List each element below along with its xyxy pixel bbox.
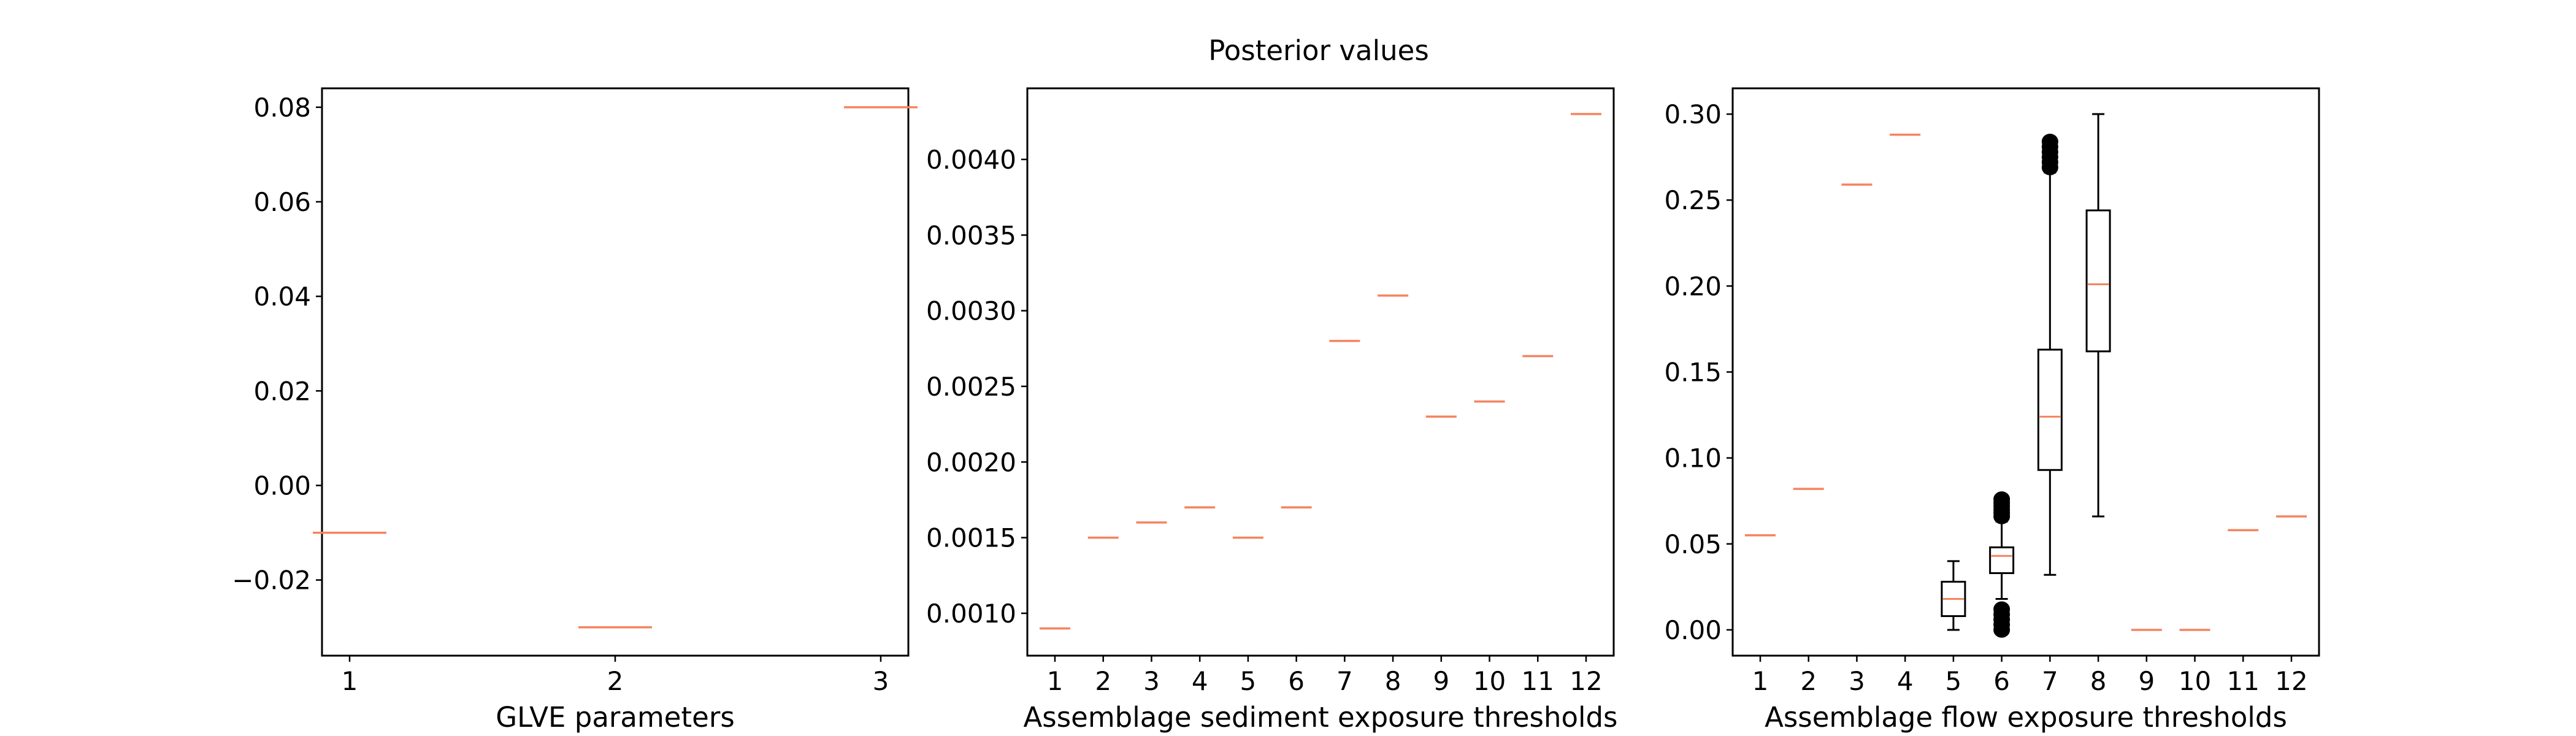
x-tick-label: 1: [1047, 666, 1064, 696]
x-tick-label: 7: [1336, 666, 1353, 696]
y-tick-label: 0.20: [1664, 271, 1722, 301]
y-tick-label: 0.0010: [926, 599, 1016, 629]
y-tick-label: 0.30: [1664, 99, 1722, 129]
y-tick-label: 0.00: [253, 471, 311, 501]
box-8: [2085, 113, 2111, 518]
plot-frame: [1026, 87, 1615, 657]
y-tick-label: 0.04: [253, 282, 311, 312]
y-tick-label: 0.0040: [926, 145, 1016, 175]
y-tick-label: 0.0035: [926, 220, 1016, 250]
y-tick-label: 0.0015: [926, 523, 1016, 553]
x-tick-label: 12: [1570, 666, 1602, 696]
y-tick-label: 0.25: [1664, 185, 1722, 215]
x-tick-label: 6: [1993, 666, 2010, 696]
y-tick-label: 0.0025: [926, 372, 1016, 402]
outlier-point: [1993, 601, 2011, 618]
x-tick-label: 5: [1240, 666, 1257, 696]
x-axis-label: Assemblage flow exposure thresholds: [1765, 701, 2287, 734]
x-tick-label: 8: [2090, 666, 2107, 696]
x-tick-label: 2: [607, 666, 624, 696]
x-tick-label: 10: [2179, 666, 2211, 696]
iqr-box: [2085, 209, 2111, 353]
x-tick-label: 5: [1945, 666, 1962, 696]
iqr-box: [1989, 546, 2015, 574]
box-7: [2037, 134, 2063, 576]
x-tick-label: 4: [1897, 666, 1914, 696]
box-5: [1941, 560, 1966, 631]
x-tick-label: 3: [1143, 666, 1160, 696]
y-tick-label: 0.06: [253, 187, 311, 217]
y-tick-label: 0.08: [253, 93, 311, 123]
x-tick-label: 11: [1522, 666, 1554, 696]
x-tick-label: 9: [2138, 666, 2155, 696]
x-tick-label: 3: [1849, 666, 1865, 696]
x-tick-label: 4: [1192, 666, 1208, 696]
subplot-1: −0.02 0.00 0.02 0.04 0.06 0.08 1 2 3 GLVE paramet…: [232, 87, 918, 734]
x-tick-label: 12: [2275, 666, 2307, 696]
iqr-box: [2037, 348, 2063, 471]
y-tick-label: 0.05: [1664, 529, 1722, 559]
y-tick-label: −0.02: [232, 565, 311, 596]
subplot-2: 0.0010 0.0015 0.0020 0.0025 0.0030 0.0035 0.00…: [926, 87, 1618, 734]
x-axis-label: Assemblage sediment exposure thresholds: [1023, 701, 1617, 734]
x-tick-label: 8: [1385, 666, 1401, 696]
x-tick-label: 1: [1752, 666, 1769, 696]
x-tick-label: 11: [2227, 666, 2260, 696]
y-tick-label: 0.10: [1664, 443, 1722, 473]
x-tick-label: 7: [2042, 666, 2058, 696]
figure-title: Posterior values: [1208, 34, 1429, 67]
y-tick-label: 0.0030: [926, 296, 1016, 326]
x-tick-label: 2: [1095, 666, 1111, 696]
x-tick-label: 10: [1473, 666, 1506, 696]
subplot-3: 0.000.050.100.150.200.250.301 2 3 4 5 6 7 8 9 10 1…: [1664, 87, 2320, 734]
x-tick-label: 6: [1288, 666, 1305, 696]
outlier-point: [1993, 491, 2011, 507]
x-tick-label: 9: [1433, 666, 1449, 696]
x-tick-label: 2: [1800, 666, 1817, 696]
x-axis-label: GLVE parameters: [496, 701, 735, 734]
x-tick-label: 3: [873, 666, 889, 696]
x-tick-label: 1: [342, 666, 358, 696]
y-tick-label: 0.0020: [926, 447, 1016, 477]
y-tick-label: 0.15: [1664, 358, 1722, 388]
box-6: [1989, 491, 2015, 638]
y-tick-label: 0.00: [1664, 615, 1722, 645]
outlier-point: [2041, 134, 2058, 150]
y-tick-label: 0.02: [253, 376, 311, 406]
